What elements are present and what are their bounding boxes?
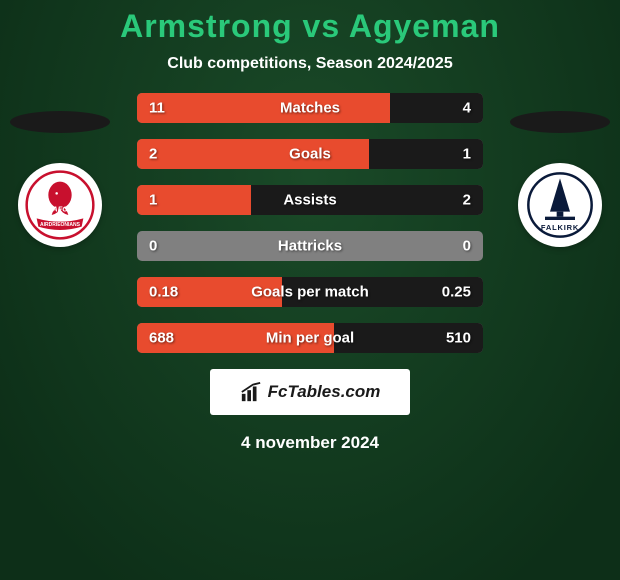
stat-value-right: 0: [463, 238, 471, 255]
club-crest-left: AFC AIRDRIEONIANS: [18, 163, 102, 247]
subtitle: Club competitions, Season 2024/2025: [0, 55, 620, 73]
stat-label: Min per goal: [266, 330, 354, 347]
stat-label: Goals: [289, 146, 331, 163]
bar-left-fill: [137, 93, 390, 123]
bar-left-fill: [137, 139, 369, 169]
stat-value-right: 2: [463, 192, 471, 209]
stat-row: 0.18 Goals per match 0.25: [137, 277, 483, 307]
stat-label: Hattricks: [278, 238, 342, 255]
shadow-right: [510, 111, 610, 133]
stat-value-left: 0.18: [149, 284, 178, 301]
svg-text:FALKIRK: FALKIRK: [541, 223, 579, 232]
club-crest-right: FALKIRK: [518, 163, 602, 247]
crest-left-icon: AFC AIRDRIEONIANS: [25, 170, 95, 240]
title-vs: vs: [303, 8, 341, 44]
stat-row: 1 Assists 2: [137, 185, 483, 215]
player-left-name: Armstrong: [120, 8, 293, 44]
date-text: 4 november 2024: [0, 433, 620, 453]
infographic-container: Armstrong vs Agyeman Club competitions, …: [0, 0, 620, 580]
stat-value-left: 688: [149, 330, 174, 347]
stat-row: 11 Matches 4: [137, 93, 483, 123]
content-area: AFC AIRDRIEONIANS FALKIRK 11Matches42Goa…: [0, 93, 620, 353]
crest-right-icon: FALKIRK: [525, 170, 595, 240]
stat-value-right: 0.25: [442, 284, 471, 301]
stat-row: 688 Min per goal 510: [137, 323, 483, 353]
stat-value-right: 1: [463, 146, 471, 163]
page-title: Armstrong vs Agyeman: [0, 8, 620, 45]
stat-value-left: 2: [149, 146, 157, 163]
stat-value-left: 0: [149, 238, 157, 255]
attribution-badge: FcTables.com: [210, 369, 410, 415]
stat-bars: 11Matches42Goals11Assists20Hattricks00.1…: [137, 93, 483, 353]
shadow-left: [10, 111, 110, 133]
attribution-text: FcTables.com: [268, 382, 381, 402]
stat-row: 0 Hattricks 0: [137, 231, 483, 261]
stat-label: Assists: [283, 192, 336, 209]
stat-row: 2 Goals 1: [137, 139, 483, 169]
stat-label: Goals per match: [251, 284, 369, 301]
stat-value-left: 1: [149, 192, 157, 209]
svg-text:AIRDRIEONIANS: AIRDRIEONIANS: [40, 222, 81, 228]
stat-value-right: 510: [446, 330, 471, 347]
chart-icon: [240, 381, 262, 403]
stat-value-right: 4: [463, 100, 471, 117]
svg-text:AFC: AFC: [51, 205, 68, 214]
player-right-name: Agyeman: [349, 8, 500, 44]
stat-value-left: 11: [149, 100, 165, 117]
stat-label: Matches: [280, 100, 340, 117]
